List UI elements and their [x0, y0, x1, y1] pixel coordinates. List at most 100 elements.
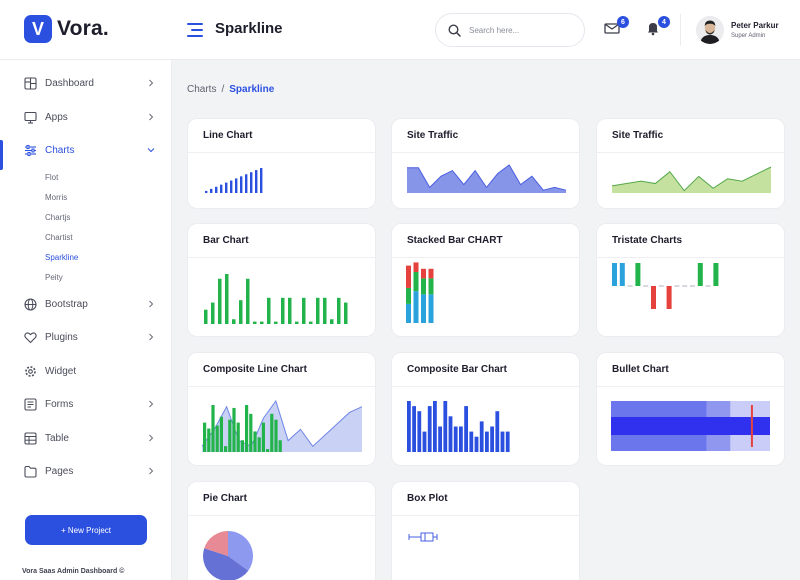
- card-title: Composite Bar Chart: [407, 364, 508, 375]
- composite-bar: [459, 426, 463, 452]
- tristate-bar-negative: [651, 286, 656, 309]
- sidebar-footer: Vora Saas Admin Dashboard ©: [22, 568, 125, 575]
- stacked-bar-segment: [413, 291, 419, 323]
- composite-bar: [422, 431, 427, 452]
- sidebar-item-table[interactable]: Table: [0, 426, 172, 452]
- active-indicator: [0, 140, 3, 170]
- composite-line-bar: [203, 422, 207, 452]
- bar-chart-bar: [225, 274, 229, 324]
- search-input[interactable]: [469, 25, 569, 35]
- line-chart-bar: [250, 172, 253, 193]
- card-header: Pie Chart: [188, 482, 375, 516]
- sidebar-item-apps[interactable]: Apps: [0, 105, 172, 131]
- site-traffic-line: [407, 164, 567, 191]
- page-title: Sparkline: [215, 20, 283, 37]
- line-chart-bar: [215, 186, 218, 193]
- composite-line-bar: [270, 413, 274, 452]
- search-icon[interactable]: [448, 23, 461, 37]
- composite-line-bar: [253, 431, 257, 452]
- stacked-bar-segment: [406, 265, 411, 288]
- sidebar-item-label: Pages: [45, 466, 74, 477]
- composite-bar: [453, 426, 458, 452]
- logo[interactable]: V Vora.: [24, 15, 109, 43]
- stacked-bar-segment: [406, 287, 411, 304]
- sidebar-item-label: Plugins: [45, 332, 78, 343]
- composite-bar-sparkline: [407, 401, 510, 452]
- box-plot-sparkline: [408, 532, 438, 542]
- stacked-bar-sparkline: [406, 262, 434, 323]
- card-title: Bullet Chart: [612, 364, 669, 375]
- sidebar-item-widget[interactable]: Widget: [0, 359, 172, 385]
- sidebar-item-dashboard[interactable]: Dashboard: [0, 71, 172, 97]
- composite-bar: [495, 411, 500, 452]
- sidebar-item-charts[interactable]: Charts: [0, 138, 172, 164]
- sidebar-subitem-peity[interactable]: Peity: [45, 273, 63, 282]
- line-chart-bar: [240, 176, 243, 193]
- card-title: Site Traffic: [612, 130, 664, 141]
- user-name[interactable]: Peter Parkur: [731, 21, 779, 30]
- notifications-button[interactable]: 4: [645, 16, 670, 38]
- card-box-plot: Box Plot: [391, 481, 580, 580]
- composite-line-bar: [274, 419, 278, 452]
- composite-bar: [438, 426, 442, 452]
- pie-slice: [203, 548, 249, 580]
- line-chart-bar: [255, 170, 258, 193]
- composite-line-sparkline: [201, 399, 363, 452]
- chevron-right-icon: [149, 300, 154, 308]
- sidebar-subitem-flot[interactable]: Flot: [45, 173, 59, 182]
- bar-chart-bar: [260, 321, 264, 324]
- sidebar: Dashboard Apps Charts Flot Morris Chartj…: [0, 60, 172, 580]
- card-tristate: Tristate Charts: [596, 223, 785, 337]
- header-divider: [680, 14, 681, 46]
- site-traffic-line: [611, 166, 772, 192]
- sidebar-item-pages[interactable]: Pages: [0, 459, 172, 485]
- bar-chart-bar: [204, 309, 208, 324]
- sidebar-item-label: Table: [45, 433, 69, 444]
- card-title: Pie Chart: [203, 493, 247, 504]
- tristate-bar-zero: [682, 285, 688, 287]
- composite-bar: [474, 436, 479, 452]
- bar-chart-bar: [281, 297, 285, 324]
- chevron-right-icon: [149, 333, 154, 341]
- sidebar-subitem-chartist[interactable]: Chartist: [45, 233, 73, 242]
- breadcrumb-current: Sparkline: [229, 84, 275, 95]
- card-title: Line Chart: [203, 130, 253, 141]
- messages-button[interactable]: 6: [604, 16, 629, 38]
- user-avatar-icon: [696, 16, 724, 44]
- bar-chart-bar: [218, 278, 222, 324]
- card-header: Tristate Charts: [597, 224, 784, 258]
- sidebar-item-label: Apps: [45, 112, 68, 123]
- heart-icon: [24, 332, 37, 344]
- composite-line-bar: [266, 449, 270, 452]
- sidebar-item-bootstrap[interactable]: Bootstrap: [0, 292, 172, 318]
- bar-chart-bar: [253, 321, 257, 324]
- sidebar-item-forms[interactable]: Forms: [0, 392, 172, 418]
- card-title: Site Traffic: [407, 130, 459, 141]
- sidebar-subitem-morris[interactable]: Morris: [45, 193, 68, 202]
- sidebar-item-plugins[interactable]: Plugins: [0, 325, 172, 351]
- composite-line-bar: [245, 405, 249, 452]
- bullet-target: [750, 405, 753, 447]
- stacked-bar-segment: [428, 294, 434, 323]
- sidebar-item-label: Widget: [45, 366, 77, 377]
- card-header: Site Traffic: [392, 119, 579, 153]
- composite-line-area: [202, 401, 362, 452]
- line-chart-bar: [245, 174, 248, 193]
- card-header: Line Chart: [188, 119, 375, 153]
- card-header: Bullet Chart: [597, 353, 784, 387]
- sidebar-subitem-sparkline[interactable]: Sparkline: [45, 253, 79, 262]
- composite-line-bar: [240, 440, 244, 452]
- sidebar-subitem-chartjs[interactable]: Chartjs: [45, 213, 71, 222]
- new-project-button[interactable]: + New Project: [25, 515, 147, 545]
- composite-line-bar: [249, 413, 253, 452]
- stacked-bar-segment: [413, 262, 419, 272]
- avatar[interactable]: [696, 16, 724, 44]
- globe-icon: [24, 298, 37, 311]
- user-role: Super Admin: [731, 33, 766, 39]
- pie-sparkline: [203, 531, 253, 580]
- breadcrumb: Charts / Sparkline: [187, 84, 274, 95]
- messages-badge: 6: [617, 16, 629, 28]
- tristate-bar-positive: [619, 263, 625, 286]
- menu-toggle-icon[interactable]: [187, 23, 203, 37]
- breadcrumb-parent[interactable]: Charts: [187, 84, 217, 95]
